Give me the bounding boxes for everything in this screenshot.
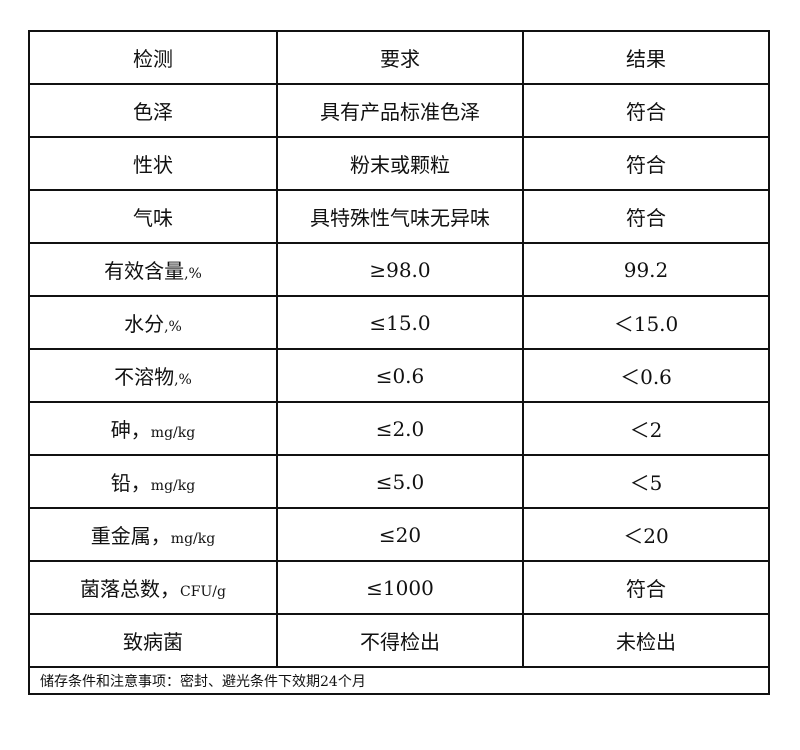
table-row: 不溶物,% ≤0.6 ＜0.6 <box>28 348 770 403</box>
storage-note: 储存条件和注意事项：密封、避光条件下效期24个月 <box>28 666 770 695</box>
item-cell: 有效含量,% <box>28 242 278 297</box>
header-test: 检测 <box>28 30 278 85</box>
table-row: 致病菌 不得检出 未检出 <box>28 613 770 668</box>
requirement-cell: 不得检出 <box>276 613 524 668</box>
item-cell: 水分,% <box>28 295 278 350</box>
inspection-table: 检测 要求 结果 色泽 具有产品标准色泽 符合 性状 粉末或颗粒 符合 气味 具特殊性气味无异… <box>28 30 770 695</box>
item-cell: 砷，mg/kg <box>28 401 278 456</box>
requirement-cell: ≤5.0 <box>276 454 524 509</box>
item-name: 铅， <box>110 471 151 495</box>
requirement-cell: ≥98.0 <box>276 242 524 297</box>
result-cell: 未检出 <box>522 613 770 668</box>
requirement-cell: 具特殊性气味无异味 <box>276 189 524 244</box>
item-unit: ,% <box>174 372 192 388</box>
item-unit: mg/kg <box>150 478 196 494</box>
result-cell: ＜20 <box>522 507 770 562</box>
item-name: 色泽 <box>133 100 173 124</box>
table-row: 水分,% ≤15.0 ＜15.0 <box>28 295 770 350</box>
table-row: 菌落总数，CFU/g ≤1000 符合 <box>28 560 770 615</box>
item-cell: 不溶物,% <box>28 348 278 403</box>
result-cell: ＜0.6 <box>522 348 770 403</box>
item-cell: 铅，mg/kg <box>28 454 278 509</box>
item-unit: mg/kg <box>170 531 216 547</box>
result-cell: 符合 <box>522 136 770 191</box>
result-cell: 符合 <box>522 560 770 615</box>
item-cell: 性状 <box>28 136 278 191</box>
footer-row: 储存条件和注意事项：密封、避光条件下效期24个月 <box>28 666 770 695</box>
header-result: 结果 <box>522 30 770 85</box>
result-cell: ＜5 <box>522 454 770 509</box>
table-row: 砷，mg/kg ≤2.0 ＜2 <box>28 401 770 456</box>
header-row: 检测 要求 结果 <box>28 30 770 85</box>
requirement-cell: 具有产品标准色泽 <box>276 83 524 138</box>
header-requirement: 要求 <box>276 30 524 85</box>
requirement-cell: ≤1000 <box>276 560 524 615</box>
requirement-cell: ≤2.0 <box>276 401 524 456</box>
item-cell: 重金属，mg/kg <box>28 507 278 562</box>
item-cell: 致病菌 <box>28 613 278 668</box>
item-name: 有效含量 <box>104 259 185 283</box>
requirement-cell: ≤0.6 <box>276 348 524 403</box>
requirement-cell: ≤15.0 <box>276 295 524 350</box>
table-row: 性状 粉末或颗粒 符合 <box>28 136 770 191</box>
item-name: 不溶物 <box>114 365 175 389</box>
requirement-cell: ≤20 <box>276 507 524 562</box>
table-row: 色泽 具有产品标准色泽 符合 <box>28 83 770 138</box>
item-name: 水分 <box>124 312 165 336</box>
result-cell: ＜15.0 <box>522 295 770 350</box>
item-cell: 菌落总数，CFU/g <box>28 560 278 615</box>
table-row: 重金属，mg/kg ≤20 ＜20 <box>28 507 770 562</box>
item-unit: ,% <box>184 266 202 282</box>
item-name: 性状 <box>133 153 173 177</box>
item-unit: ,% <box>164 319 182 335</box>
table-row: 有效含量,% ≥98.0 99.2 <box>28 242 770 297</box>
result-cell: 符合 <box>522 189 770 244</box>
result-cell: 符合 <box>522 83 770 138</box>
item-name: 致病菌 <box>123 630 183 654</box>
item-name: 砷， <box>110 418 151 442</box>
item-unit: CFU/g <box>180 584 226 600</box>
result-cell: ＜2 <box>522 401 770 456</box>
table-row: 气味 具特殊性气味无异味 符合 <box>28 189 770 244</box>
item-unit: mg/kg <box>150 425 196 441</box>
requirement-cell: 粉末或颗粒 <box>276 136 524 191</box>
item-name: 重金属， <box>90 524 171 548</box>
table-row: 铅，mg/kg ≤5.0 ＜5 <box>28 454 770 509</box>
item-cell: 气味 <box>28 189 278 244</box>
item-cell: 色泽 <box>28 83 278 138</box>
item-name: 气味 <box>133 206 173 230</box>
item-name: 菌落总数， <box>80 577 181 601</box>
result-cell: 99.2 <box>522 242 770 297</box>
